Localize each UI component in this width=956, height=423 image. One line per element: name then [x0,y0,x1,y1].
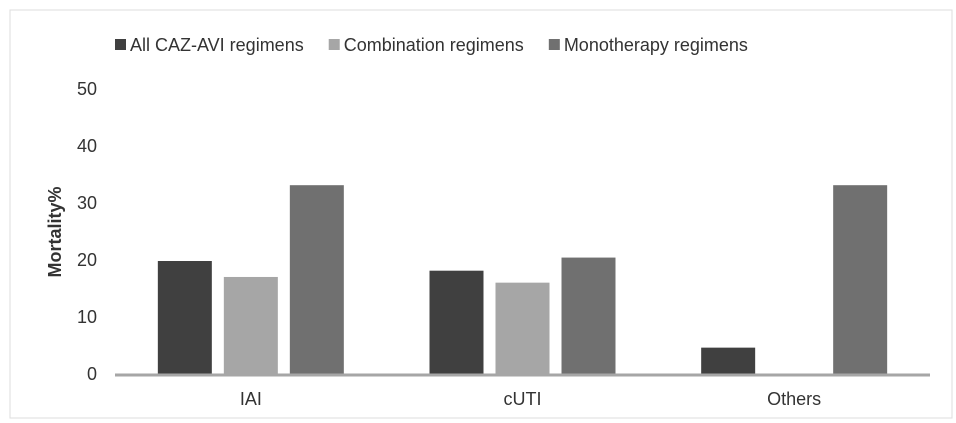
bar [495,282,550,375]
bar [289,185,344,375]
y-tick-label: 40 [77,136,97,156]
legend-label: Monotherapy regimens [564,35,748,55]
y-tick-label: 10 [77,307,97,327]
bar [561,257,616,375]
bar [701,347,756,375]
bar [157,261,212,375]
x-tick-label: Others [767,389,821,409]
frame [9,9,953,419]
legend-label: Combination regimens [344,35,524,55]
legend-swatch [328,39,340,50]
y-tick-label: 50 [77,79,97,99]
legend-swatch [115,39,126,50]
y-tick-label: 0 [87,364,97,384]
y-axis-label: Mortality% [45,186,65,277]
y-tick-label: 30 [77,193,97,213]
bar [833,185,888,375]
legend-swatch [548,39,560,50]
bar [223,276,278,375]
bar [429,270,484,375]
y-tick-label: 20 [77,250,97,270]
x-tick-label: IAI [240,389,262,409]
legend-label: All CAZ-AVI regimens [130,35,304,55]
x-tick-label: cUTI [504,389,542,409]
